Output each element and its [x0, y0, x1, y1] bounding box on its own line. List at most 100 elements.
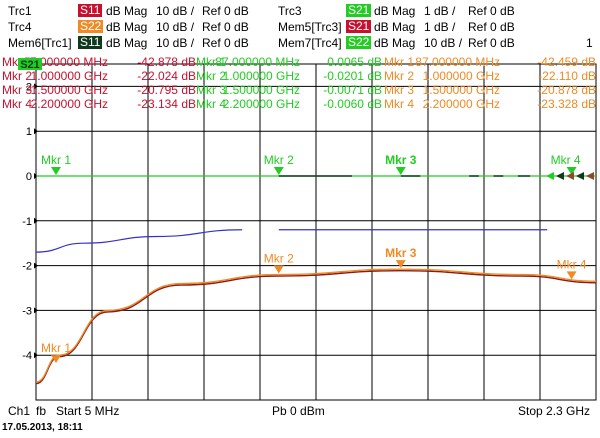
axis-tick-marker — [34, 352, 38, 359]
marker-triangle-s22 — [395, 260, 406, 269]
marker-table-s21-name: Mkr 2 — [196, 69, 226, 83]
start-frequency[interactable]: Start 5 MHz — [56, 404, 120, 418]
marker-table-s22-name: Mkr 3 — [384, 83, 414, 97]
scale-label[interactable]: 10 dB / — [156, 36, 195, 50]
param-badge-s22[interactable]: S22 — [78, 19, 104, 33]
marker-out-of-range-arrow — [586, 172, 594, 180]
marker-table-s22-value: -22.110 dB — [538, 69, 596, 83]
marker-table-s22-freq: 87.000000 MHz — [415, 56, 500, 69]
format-label[interactable]: dB Mag — [374, 20, 416, 34]
marker-table-s22-name: Mkr 4 — [384, 97, 414, 111]
axis-tick-marker — [34, 217, 38, 224]
trace-label-trc3[interactable]: Trc3 — [278, 4, 302, 18]
ref-label[interactable]: Ref 0 dB — [202, 36, 249, 50]
marker-label-s21: Mkr 2 — [264, 153, 294, 167]
scale-label[interactable]: 1 dB / — [424, 20, 456, 34]
marker-table-s21-freq: 87.000000 MHz — [215, 56, 300, 69]
axis-tick-marker — [34, 128, 38, 135]
param-badge-s22-mem[interactable]: S22 — [346, 35, 372, 49]
scale-label[interactable]: 10 dB / — [424, 36, 463, 50]
marker-table-s11-value: -20.795 dB — [137, 83, 196, 97]
marker-triangle-s22 — [273, 265, 284, 274]
format-label[interactable]: dB Mag — [106, 20, 148, 34]
y-tick-label: -3 — [22, 305, 32, 317]
marker-table-s11-value: -23.134 dB — [137, 97, 196, 111]
trace-label-mem7[interactable]: Mem7[Trc4] — [278, 36, 342, 50]
marker-table-s21-name: Mkr 4 — [196, 97, 226, 111]
marker-out-of-range-arrow — [556, 172, 564, 180]
active-marker-badge-bg — [18, 58, 42, 70]
marker-table-s11-name: Mkr 4 — [2, 97, 32, 111]
marker-label-s22: Mkr 4 — [557, 257, 587, 271]
format-label[interactable]: dB Mag — [374, 36, 416, 50]
marker-table-s21-value: -0.0201 dB — [323, 69, 382, 83]
ref-label[interactable]: Ref 0 dB — [468, 4, 515, 18]
format-label[interactable]: dB Mag — [106, 4, 148, 18]
param-badge-s11[interactable]: S11 — [78, 3, 103, 17]
marker-table-s11-name: Mkr 2 — [2, 69, 32, 83]
marker-table-s22-freq: 1.500000 GHz — [423, 83, 500, 97]
scale-label[interactable]: 10 dB / — [156, 20, 195, 34]
marker-table-s11-freq: 1.500000 GHz — [31, 83, 108, 97]
y-tick-label: 0 — [26, 171, 32, 183]
y-tick-label: -4 — [22, 350, 32, 362]
y-tick-label: 1 — [26, 126, 32, 138]
marker-table-s22-name: Mkr 1 — [384, 56, 414, 69]
scale-label[interactable]: 10 dB / — [156, 4, 195, 18]
mode-label[interactable]: fb — [36, 404, 47, 418]
active-marker-badge: S21 — [20, 59, 40, 71]
stop-frequency[interactable]: Stop 2.3 GHz — [518, 404, 591, 418]
scale-label[interactable]: 1 dB / — [424, 4, 456, 18]
marker-out-of-range-arrow — [546, 172, 554, 180]
marker-table-s21-freq: 1.500000 GHz — [223, 83, 300, 97]
marker-table-s22-name: Mkr 2 — [384, 69, 414, 83]
marker-table-s22-value: -20.878 dB — [537, 83, 596, 97]
axis-tick-marker — [34, 83, 38, 90]
ref-label[interactable]: Ref 0 dB — [202, 4, 249, 18]
marker-table-s21-value: -0.0071 dB — [323, 83, 382, 97]
marker-table-s21-value: -0.0060 dB — [323, 97, 382, 111]
marker-table-s22-value: -42.459 dB — [537, 56, 596, 69]
marker-table-s21-freq: 1.000000 GHz — [223, 69, 300, 83]
trace-label-mem6[interactable]: Mem6[Trc1] — [8, 36, 72, 50]
channel-number: 1 — [586, 36, 593, 50]
marker-triangle-s22 — [566, 271, 577, 280]
trace-label-trc1[interactable]: Trc1 — [8, 4, 32, 18]
marker-triangle-s21 — [273, 167, 284, 175]
series-mem-blue-left — [35, 229, 243, 253]
param-badge-s11-mem[interactable]: S11 — [78, 35, 103, 49]
ref-label[interactable]: Ref 0 dB — [202, 20, 249, 34]
axis-tick-marker — [34, 307, 38, 314]
marker-label-s22: Mkr 2 — [264, 252, 294, 266]
format-label[interactable]: dB Mag — [106, 36, 148, 50]
series-s11 — [35, 269, 597, 385]
trace-diagram[interactable]: 2 1 0 -1 -2 -3 -4 Mkr 1 87.000000 MHz -42.878 dB M… — [0, 56, 600, 402]
channel-label[interactable]: Ch1 — [8, 404, 31, 418]
marker-triangle-s21 — [395, 167, 406, 175]
timestamp: 17.05.2013, 18:11 — [2, 422, 83, 433]
marker-table-s11-value: -42.878 dB — [137, 56, 196, 69]
ref-label[interactable]: Ref 0 dB — [468, 36, 515, 50]
marker-label-s22: Mkr 3 — [385, 246, 417, 260]
source-power[interactable]: Pb 0 dBm — [272, 404, 325, 418]
trace-label-trc4[interactable]: Trc4 — [8, 20, 32, 34]
marker-triangle-s22 — [51, 355, 62, 364]
marker-triangle-s21 — [566, 167, 577, 175]
marker-label-s22: Mkr 1 — [41, 341, 71, 355]
param-badge-s21-mem[interactable]: S21 — [346, 19, 372, 33]
series-s22 — [35, 268, 597, 383]
trace-label-mem5[interactable]: Mem5[Trc3] — [278, 20, 342, 34]
param-badge-s21[interactable]: S21 — [346, 3, 372, 17]
marker-table-s21-name: Mkr 3 — [196, 83, 226, 97]
format-label[interactable]: dB Mag — [374, 4, 416, 18]
marker-label-s21: Mkr 3 — [385, 153, 417, 167]
marker-table-s22-freq: 1.000000 GHz — [423, 69, 500, 83]
ref-label[interactable]: Ref 0 dB — [468, 20, 515, 34]
marker-table-s11-freq: 1.000000 GHz — [31, 69, 108, 83]
marker-table-s11-freq: 2.200000 GHz — [31, 97, 108, 111]
marker-table-s11-freq: 87.000000 MHz — [23, 56, 108, 69]
marker-table-s22-value: -23.328 dB — [537, 97, 596, 111]
marker-table-s21-name: Mkr 1 — [196, 56, 226, 69]
y-tick-label: 2 — [26, 81, 32, 93]
